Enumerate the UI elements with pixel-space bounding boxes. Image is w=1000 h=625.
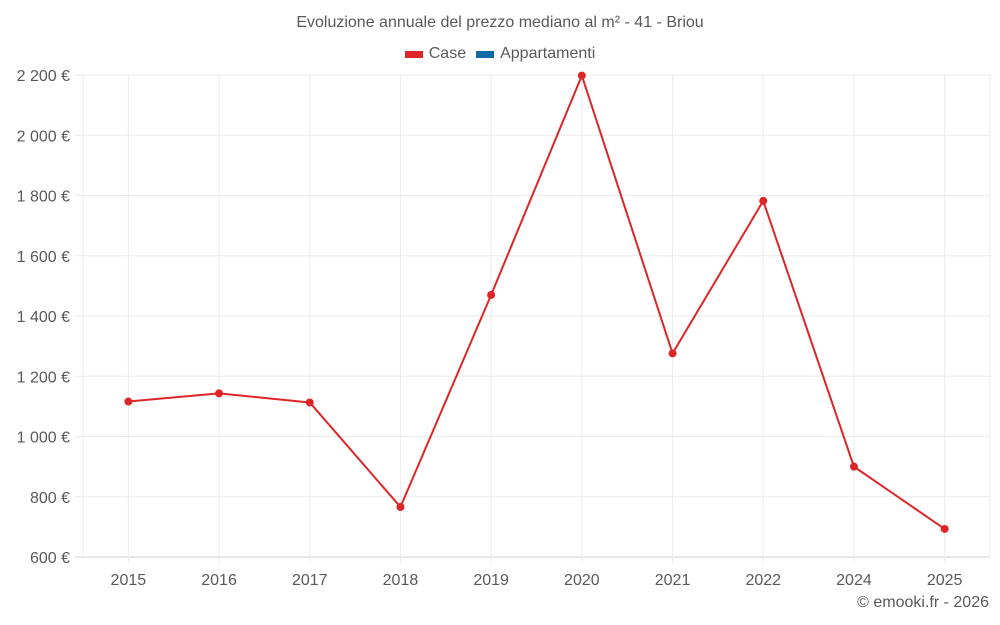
data-point[interactable] (759, 196, 768, 205)
chart-title: Evoluzione annuale del prezzo mediano al… (296, 14, 704, 31)
data-point[interactable] (215, 389, 224, 398)
data-point[interactable] (940, 524, 949, 533)
data-point[interactable] (396, 502, 405, 511)
x-tick-label: 2021 (655, 572, 691, 589)
data-point[interactable] (668, 349, 677, 358)
legend-label-case: Case (428, 45, 467, 62)
data-point[interactable] (305, 398, 314, 407)
legend: Case Appartamenti (0, 45, 1000, 63)
y-tick-label: 1 000 € (17, 430, 70, 447)
legend-item-case[interactable]: Case (404, 45, 467, 63)
x-tick-label: 2022 (745, 572, 781, 589)
series-case (124, 71, 949, 533)
x-axis: 2015 2016 2017 2018 2019 2020 2021 2022 2024 2025 (111, 572, 963, 589)
x-tick-label: 2015 (111, 572, 147, 589)
legend-swatch-case (404, 50, 423, 58)
x-tick-label: 2019 (473, 572, 509, 589)
y-tick-label: 1 200 € (17, 369, 70, 386)
x-tick-label: 2024 (836, 572, 872, 589)
x-tick-label: 2018 (383, 572, 419, 589)
y-tick-label: 1 400 € (17, 309, 70, 326)
y-tick-label: 600 € (30, 550, 70, 567)
y-tick-label: 2 200 € (17, 68, 70, 85)
y-tick-label: 2 000 € (17, 128, 70, 145)
series-line (128, 74, 946, 530)
legend-label-appartamenti: Appartamenti (500, 45, 596, 62)
data-point[interactable] (849, 462, 858, 471)
y-tick-label: 1 800 € (17, 189, 70, 206)
x-tick-label: 2017 (292, 572, 328, 589)
x-tick-label: 2016 (201, 572, 237, 589)
y-tick-label: 1 600 € (17, 249, 70, 266)
credit-text: © emooki.fr - 2026 (857, 594, 989, 611)
y-tick-label: 800 € (30, 490, 70, 507)
legend-swatch-appartamenti (476, 50, 495, 58)
data-point[interactable] (577, 71, 586, 80)
y-axis: 600 € 800 € 1 000 € 1 200 € 1 400 € 1 600 € 1 … (17, 68, 70, 567)
data-point[interactable] (124, 397, 133, 406)
x-tick-label: 2020 (564, 572, 600, 589)
grid-lines (75, 74, 991, 563)
data-point[interactable] (487, 290, 496, 299)
x-tick-label: 2025 (927, 572, 963, 589)
legend-item-appartamenti[interactable]: Appartamenti (476, 45, 595, 63)
